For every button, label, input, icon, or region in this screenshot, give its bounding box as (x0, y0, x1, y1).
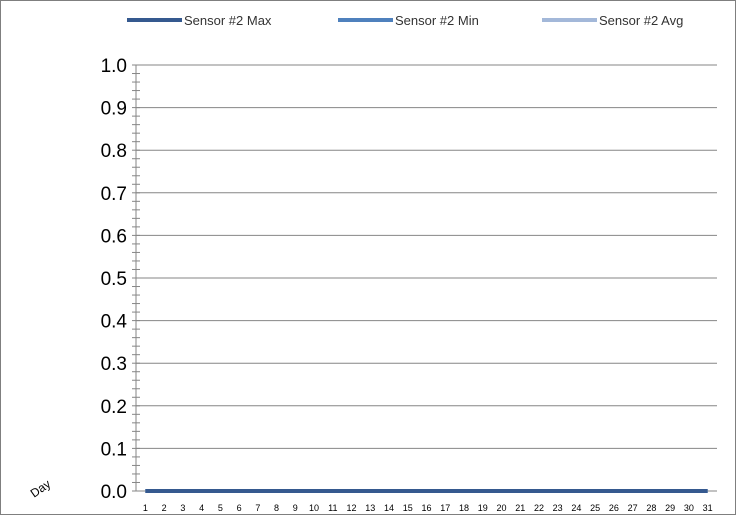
x-tick-label: 16 (421, 503, 431, 513)
y-tick-label: 0.2 (101, 397, 127, 418)
x-tick-label: 29 (665, 503, 675, 513)
legend-label-1: Sensor #2 Max (184, 13, 272, 28)
y-tick-label: 1.0 (101, 56, 127, 77)
x-tick-label: 9 (293, 503, 298, 513)
x-tick-labels: 1 2 3 4 5 6 7 8 9 10 11 12 13 14 15 16 17 18 19 20 21 22 23 24 2… (143, 503, 713, 513)
x-tick-label: 24 (571, 503, 581, 513)
y-tick-label: 0.0 (101, 482, 127, 503)
x-tick-label: 31 (703, 503, 713, 513)
x-tick-label: 3 (180, 503, 185, 513)
x-tick-label: 11 (328, 503, 337, 513)
y-tick-label: 0.3 (101, 354, 127, 375)
x-tick-label: 26 (609, 503, 619, 513)
x-tick-label: 15 (403, 503, 413, 513)
y-tick-label: 0.6 (101, 226, 127, 247)
x-tick-label: 23 (553, 503, 563, 513)
y-tick-labels: 0.0 0.1 0.2 0.3 0.4 0.5 0.6 0.7 0.8 0.9 1.0 (101, 56, 128, 503)
legend: Sensor #2 Max Sensor #2 Min Sensor #2 Avg (127, 13, 683, 28)
y-tick-label: 0.9 (101, 99, 127, 120)
corner-label: Day (28, 477, 54, 501)
y-tick-label: 0.5 (101, 269, 127, 290)
x-tick-label: 5 (218, 503, 223, 513)
legend-label-2: Sensor #2 Min (395, 13, 479, 28)
x-tick-label: 28 (646, 503, 656, 513)
x-tick-label: 12 (347, 503, 357, 513)
legend-label-3: Sensor #2 Avg (599, 13, 683, 28)
x-tick-label: 27 (628, 503, 638, 513)
x-tick-label: 22 (534, 503, 544, 513)
x-tick-label: 1 (143, 503, 148, 513)
x-tick-label: 13 (365, 503, 375, 513)
y-tick-label: 0.1 (101, 439, 127, 460)
x-tick-label: 2 (162, 503, 167, 513)
x-tick-label: 19 (478, 503, 488, 513)
x-tick-label: 18 (459, 503, 469, 513)
x-tick-label: 8 (274, 503, 279, 513)
x-tick-label: 14 (384, 503, 394, 513)
x-tick-label: 17 (440, 503, 450, 513)
x-tick-label: 20 (496, 503, 506, 513)
grid-lines (136, 64, 717, 449)
x-tick-label: 6 (237, 503, 242, 513)
y-tick-label: 0.8 (101, 141, 127, 162)
x-tick-label: 25 (590, 503, 600, 513)
y-tick-label: 0.4 (101, 312, 128, 333)
y-tick-label: 0.7 (101, 184, 127, 205)
x-tick-label: 4 (199, 503, 204, 513)
x-tick-label: 7 (255, 503, 260, 513)
x-tick-label: 21 (515, 503, 525, 513)
x-tick-label: 10 (309, 503, 319, 513)
x-tick-label: 30 (684, 503, 694, 513)
